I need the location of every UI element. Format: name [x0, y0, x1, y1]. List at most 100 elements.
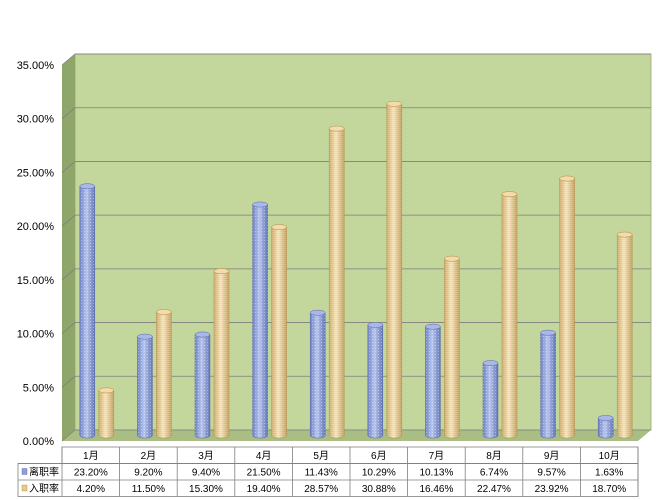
bar [616, 231, 633, 439]
data-label: 10.13% [419, 468, 453, 479]
bar-top [328, 125, 345, 132]
gridline-depth [61, 375, 76, 388]
bar-top [425, 323, 441, 330]
x-category-label: 3月 [198, 450, 214, 462]
y-tick-label: 5.00% [23, 382, 54, 394]
bar-texture [252, 204, 268, 439]
bar-texture [137, 336, 153, 439]
gridline-depth [61, 429, 76, 442]
bar-top [137, 333, 153, 340]
bar-top [482, 360, 499, 366]
y-tick-label: 20.00% [17, 221, 55, 233]
bar-texture [386, 103, 402, 439]
bar-top [367, 322, 384, 328]
gridline-depth [61, 107, 76, 120]
data-label: 22.47% [477, 484, 511, 495]
data-label: 10.29% [362, 468, 396, 479]
bar [367, 322, 384, 439]
legend-swatch [21, 484, 28, 492]
side-wall [62, 54, 75, 441]
bar-top [444, 255, 460, 262]
bar-top [386, 100, 403, 107]
data-label: 9.20% [134, 468, 162, 479]
bar [444, 255, 460, 439]
data-label: 11.50% [132, 484, 165, 495]
bar-top [501, 191, 518, 197]
bar-texture [156, 311, 172, 439]
y-tick-label: 30.00% [17, 114, 55, 126]
bar-texture [271, 227, 287, 439]
bar-texture [617, 234, 633, 439]
bar-top [79, 183, 96, 190]
bar-top [271, 224, 287, 230]
x-category-label: 7月 [429, 450, 445, 462]
bar [425, 323, 441, 439]
bar-texture [329, 128, 345, 439]
data-label: 19.40% [247, 484, 281, 495]
data-label: 21.50% [247, 468, 281, 479]
bar [137, 333, 153, 439]
data-label: 4.20% [77, 484, 105, 495]
data-label: 30.88% [362, 484, 396, 495]
bar [79, 183, 96, 439]
x-category-label: 5月 [313, 450, 329, 462]
bar [213, 268, 230, 439]
bar-top [559, 175, 575, 182]
y-tick-label: 25.00% [17, 167, 55, 179]
bar-texture [559, 178, 575, 439]
y-tick-label: 10.00% [17, 329, 55, 341]
bar-texture [598, 417, 614, 439]
bar-top [194, 331, 211, 338]
bar [559, 175, 575, 439]
data-label: 11.43% [305, 468, 338, 479]
bar-texture [195, 334, 210, 439]
bar-top [616, 231, 633, 238]
bar-top [540, 329, 556, 336]
bar-top [213, 268, 230, 274]
bar [597, 415, 614, 439]
gridline-depth [61, 161, 76, 173]
x-category-label: 2月 [141, 450, 157, 462]
bar [309, 309, 326, 439]
bar-texture [214, 271, 229, 439]
bar [501, 191, 518, 439]
bar [156, 309, 172, 439]
bar-top [98, 387, 115, 394]
x-category-label: 9月 [544, 450, 560, 462]
bar-top [252, 201, 268, 208]
series-name: 入职率 [29, 482, 59, 495]
bar-texture [310, 312, 326, 439]
data-label: 9.57% [537, 468, 565, 479]
bar [482, 360, 499, 439]
gridline-depth [61, 322, 76, 334]
bar-texture [483, 363, 498, 439]
bar [271, 224, 287, 439]
bar-texture [367, 324, 383, 439]
data-label: 16.46% [419, 484, 453, 495]
data-label: 23.92% [535, 484, 569, 495]
y-axis: 0.00% 5.00% 10.00% 15.00% 20.00% 25.00% 30.00%… [17, 60, 55, 448]
bar [194, 331, 211, 439]
x-category-label: 8月 [486, 450, 502, 462]
data-label: 9.40% [192, 468, 220, 479]
bar-texture [502, 194, 517, 439]
bars [79, 100, 633, 439]
legend-swatch [21, 468, 28, 475]
x-category-label: 1月 [83, 450, 99, 462]
y-tick-label: 15.00% [17, 275, 55, 287]
data-label: 1.63% [595, 468, 623, 479]
bar [252, 201, 268, 439]
gridline-depth [61, 214, 76, 227]
gridline-depth [61, 53, 76, 66]
x-category-label: 4月 [256, 450, 272, 462]
y-tick-label: 35.00% [17, 60, 55, 72]
data-label: 23.20% [74, 468, 108, 479]
bar-texture [540, 332, 556, 439]
bar [328, 125, 345, 439]
bar [98, 387, 115, 439]
data-label: 6.74% [480, 468, 508, 479]
bar [386, 100, 403, 439]
bar-texture [79, 186, 95, 439]
